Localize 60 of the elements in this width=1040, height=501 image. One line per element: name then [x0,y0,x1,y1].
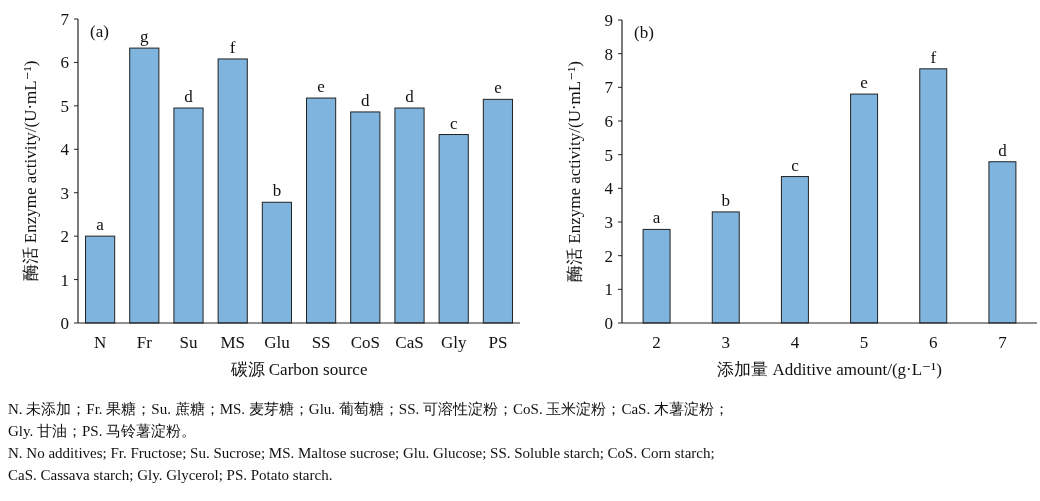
text: N. 未添加；Fr. 果糖；Su. 蔗糖；MS. 麦芽糖；Glu. 葡萄糖；SS. 可溶性淀粉；CoS. 玉米淀粉；CaS. 木薯淀粉； [8,401,729,417]
data-label: d [184,87,194,107]
x-tick-label: 5 [859,333,869,352]
x-axis-title: 添加量 Additive amount/(g·L⁻¹) [717,360,942,379]
y-tick-label: 0 [604,314,613,333]
y-tick-label: 7 [604,78,614,98]
chart-title: (a) [90,22,109,41]
data-label: g [140,27,150,47]
data-label: e [494,78,502,98]
y-tick-label: 0 [60,314,69,333]
y-tick-label: 4 [604,179,614,199]
y-tick-label: 1 [604,280,613,300]
x-tick-label: PS [488,333,508,352]
x-tick-label: 6 [929,333,938,352]
y-tick-label: 3 [604,213,613,232]
data-label: d [998,140,1008,160]
data-label: a [652,208,661,228]
y-tick-label: 4 [60,140,70,160]
data-label: e [317,77,325,97]
data-label: f [229,37,236,57]
y-tick-label: 2 [604,246,613,266]
x-tick-label: N [93,333,107,352]
data-label: c [791,155,800,175]
data-label: f [930,47,937,67]
x-tick-label: CoS [350,333,380,352]
data-label: e [860,73,868,93]
data-label: c [449,113,458,133]
x-tick-label: Su [179,333,198,352]
x-tick-label: 7 [998,333,1008,352]
y-tick-label: 6 [60,53,69,73]
y-tick-label: 9 [604,11,613,30]
x-tick-label: 3 [721,333,730,352]
y-tick-label: 5 [604,145,613,165]
x-axis-title: 碳源 Carbon source [229,360,368,379]
text: Gly. 甘油；PS. 马铃薯淀粉。 [8,423,197,439]
y-tick-label: 2 [60,227,69,247]
x-tick-label: Gly [440,333,467,352]
y-axis-title: 酶活 Enzyme activity/(U·mL⁻¹) [21,60,40,282]
y-tick-label: 5 [60,96,69,116]
y-tick-label: 8 [604,44,613,64]
data-label: a [96,215,105,235]
y-tick-label: 1 [60,270,69,290]
x-tick-label: Fr [136,333,153,352]
x-tick-label: 4 [790,333,800,352]
y-tick-label: 7 [60,10,70,29]
x-tick-label: SS [311,333,331,352]
x-tick-label: CaS [395,333,424,352]
x-tick-label: Glu [264,333,291,352]
data-label: b [721,190,730,210]
text: N. No additives; Fr. Fructose; Su. Sucrose; MS. Maltose sucrose; Glu. Glucose; SS. Soluble starch; CoS. Corn starch; [8,445,715,461]
text: CaS. Cassava starch; Gly. Glycerol; PS. Potato starch. [8,467,333,483]
chart-title: (b) [634,23,654,42]
data-label: d [361,90,371,110]
y-axis-title: 酶活 Enzyme activity/(U·mL⁻¹) [565,61,584,282]
data-label: b [272,181,282,201]
x-tick-label: 2 [652,333,661,352]
y-tick-label: 6 [604,112,613,131]
x-tick-label: MS [220,333,245,352]
data-label: d [405,87,415,107]
y-tick-label: 3 [60,183,69,203]
